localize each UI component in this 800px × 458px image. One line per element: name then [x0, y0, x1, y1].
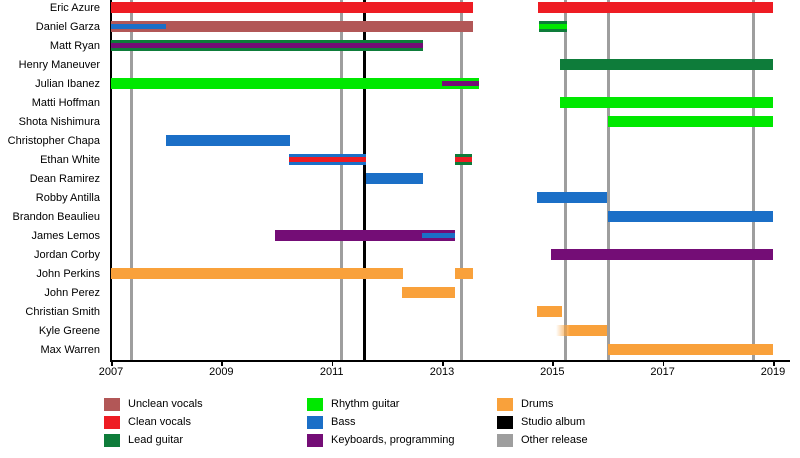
axis-tick — [331, 361, 334, 366]
legend-label: Bass — [331, 416, 356, 428]
member-label: Eric Azure — [49, 1, 100, 14]
timeline-bar-clean-vocals — [537, 2, 773, 13]
legend-swatch-other-release-icon — [497, 434, 513, 447]
member-label: Matti Hoffman — [31, 96, 100, 109]
member-label: Brandon Beaulieu — [12, 210, 100, 223]
legend-swatch-unclean-vocals-icon — [104, 398, 120, 411]
timeline-stripe-bass — [111, 23, 167, 30]
axis-tick — [111, 361, 113, 366]
axis-tick — [442, 361, 444, 366]
member-label: Shota Nishimura — [18, 115, 100, 128]
timeline-bar-drums — [454, 268, 473, 279]
member-label: John Perez — [44, 286, 100, 299]
timeline-bar-unclean-vocals — [111, 21, 474, 32]
axis-tick-label: 2013 — [429, 366, 455, 378]
legend-label: Clean vocals — [128, 416, 191, 428]
timeline-bar-rhythm-guitar — [607, 116, 773, 127]
other-release-line — [751, 0, 755, 360]
legend-swatch-lead-guitar-icon — [104, 434, 120, 447]
legend-label: Lead guitar — [128, 434, 184, 446]
member-label: Christopher Chapa — [7, 134, 100, 147]
studio-album-line — [363, 0, 367, 360]
member-label: Matt Ryan — [49, 39, 100, 52]
legend-swatch-bass-icon — [307, 416, 323, 429]
timeline-bar-drums — [556, 325, 608, 336]
x-axis-line — [110, 360, 790, 362]
timeline-bar-bass — [289, 154, 366, 165]
y-axis-line — [110, 0, 112, 360]
axis-tick-label: 2019 — [760, 366, 786, 378]
timeline-bar-bass — [166, 135, 291, 146]
legend-label: Unclean vocals — [128, 398, 203, 410]
axis-tick-label: 2011 — [319, 366, 344, 378]
axis-tick-label: 2009 — [209, 366, 234, 378]
legend-label: Rhythm guitar — [331, 398, 400, 410]
other-release-line — [340, 0, 344, 360]
timeline-bar-rhythm-guitar — [111, 78, 479, 89]
timeline-bar-drums — [536, 306, 562, 317]
legend-label: Studio album — [521, 416, 586, 428]
member-label: Ethan White — [40, 153, 100, 166]
timeline-stripe-rhythm-guitar — [539, 23, 567, 30]
timeline-stripe-keyboards — [442, 80, 479, 87]
member-name-column: Eric Azure Daniel Garza Matt Ryan Henry Man… — [0, 0, 106, 360]
timeline-bar-clean-vocals — [111, 2, 474, 13]
timeline-bar-keyboards — [551, 249, 773, 260]
timeline-bar-lead-guitar — [539, 21, 567, 32]
timeline-stripe-keyboards — [111, 42, 424, 49]
member-label: Julian Ibanez — [35, 77, 100, 90]
timeline-bar-rhythm-guitar — [559, 97, 773, 108]
member-label: Henry Maneuver — [18, 58, 100, 71]
legend: Unclean vocals Clean vocals Lead guitar Rhy… — [0, 398, 800, 458]
axis-tick — [773, 361, 775, 366]
timeline-bar-bass — [607, 211, 773, 222]
member-label: Kyle Greene — [38, 324, 100, 337]
legend-swatch-clean-vocals-icon — [104, 416, 120, 429]
member-label: James Lemos — [31, 229, 100, 242]
plot-area — [111, 0, 791, 360]
axis-tick — [662, 361, 665, 366]
other-release-line — [607, 0, 611, 360]
timeline-bar-drums — [111, 268, 404, 279]
legend-label: Other release — [521, 434, 588, 446]
timeline-stripe-clean-vocals — [289, 156, 366, 163]
timeline-bar-lead-guitar — [111, 40, 424, 51]
other-release-line — [563, 0, 567, 360]
other-release-line — [459, 0, 463, 360]
timeline-stripe-bass — [422, 232, 456, 239]
member-label: Jordan Corby — [33, 248, 100, 261]
axis-tick-label: 2007 — [98, 366, 124, 378]
member-label: Daniel Garza — [35, 20, 100, 33]
timeline-stripe-clean-vocals — [454, 156, 473, 163]
member-label: Max Warren — [40, 343, 101, 356]
member-label: John Perkins — [36, 267, 100, 280]
axis-tick-label: 2017 — [650, 366, 675, 378]
axis-tick-label: 2015 — [540, 366, 565, 378]
member-label: Dean Ramirez — [29, 172, 100, 185]
timeline-bar-lead-guitar — [454, 154, 473, 165]
legend-swatch-studio-album-icon — [497, 416, 513, 429]
legend-swatch-keyboards-icon — [307, 434, 323, 447]
legend-label: Keyboards, programming — [331, 434, 455, 446]
timeline-bar-drums — [607, 344, 773, 355]
legend-swatch-drums-icon — [497, 398, 513, 411]
timeline-bar-keyboards — [274, 230, 456, 241]
legend-swatch-rhythm-guitar-icon — [307, 398, 323, 411]
timeline-bar-bass — [536, 192, 608, 203]
member-label: Robby Antilla — [35, 191, 100, 204]
timeline-bar-drums — [401, 287, 456, 298]
timeline-bar-bass — [365, 173, 424, 184]
timeline-bar-lead-guitar — [559, 59, 773, 70]
member-label: Christian Smith — [25, 305, 100, 318]
axis-tick — [221, 361, 223, 366]
axis-tick — [552, 361, 554, 366]
legend-label: Drums — [521, 398, 554, 410]
other-release-line — [130, 0, 134, 360]
